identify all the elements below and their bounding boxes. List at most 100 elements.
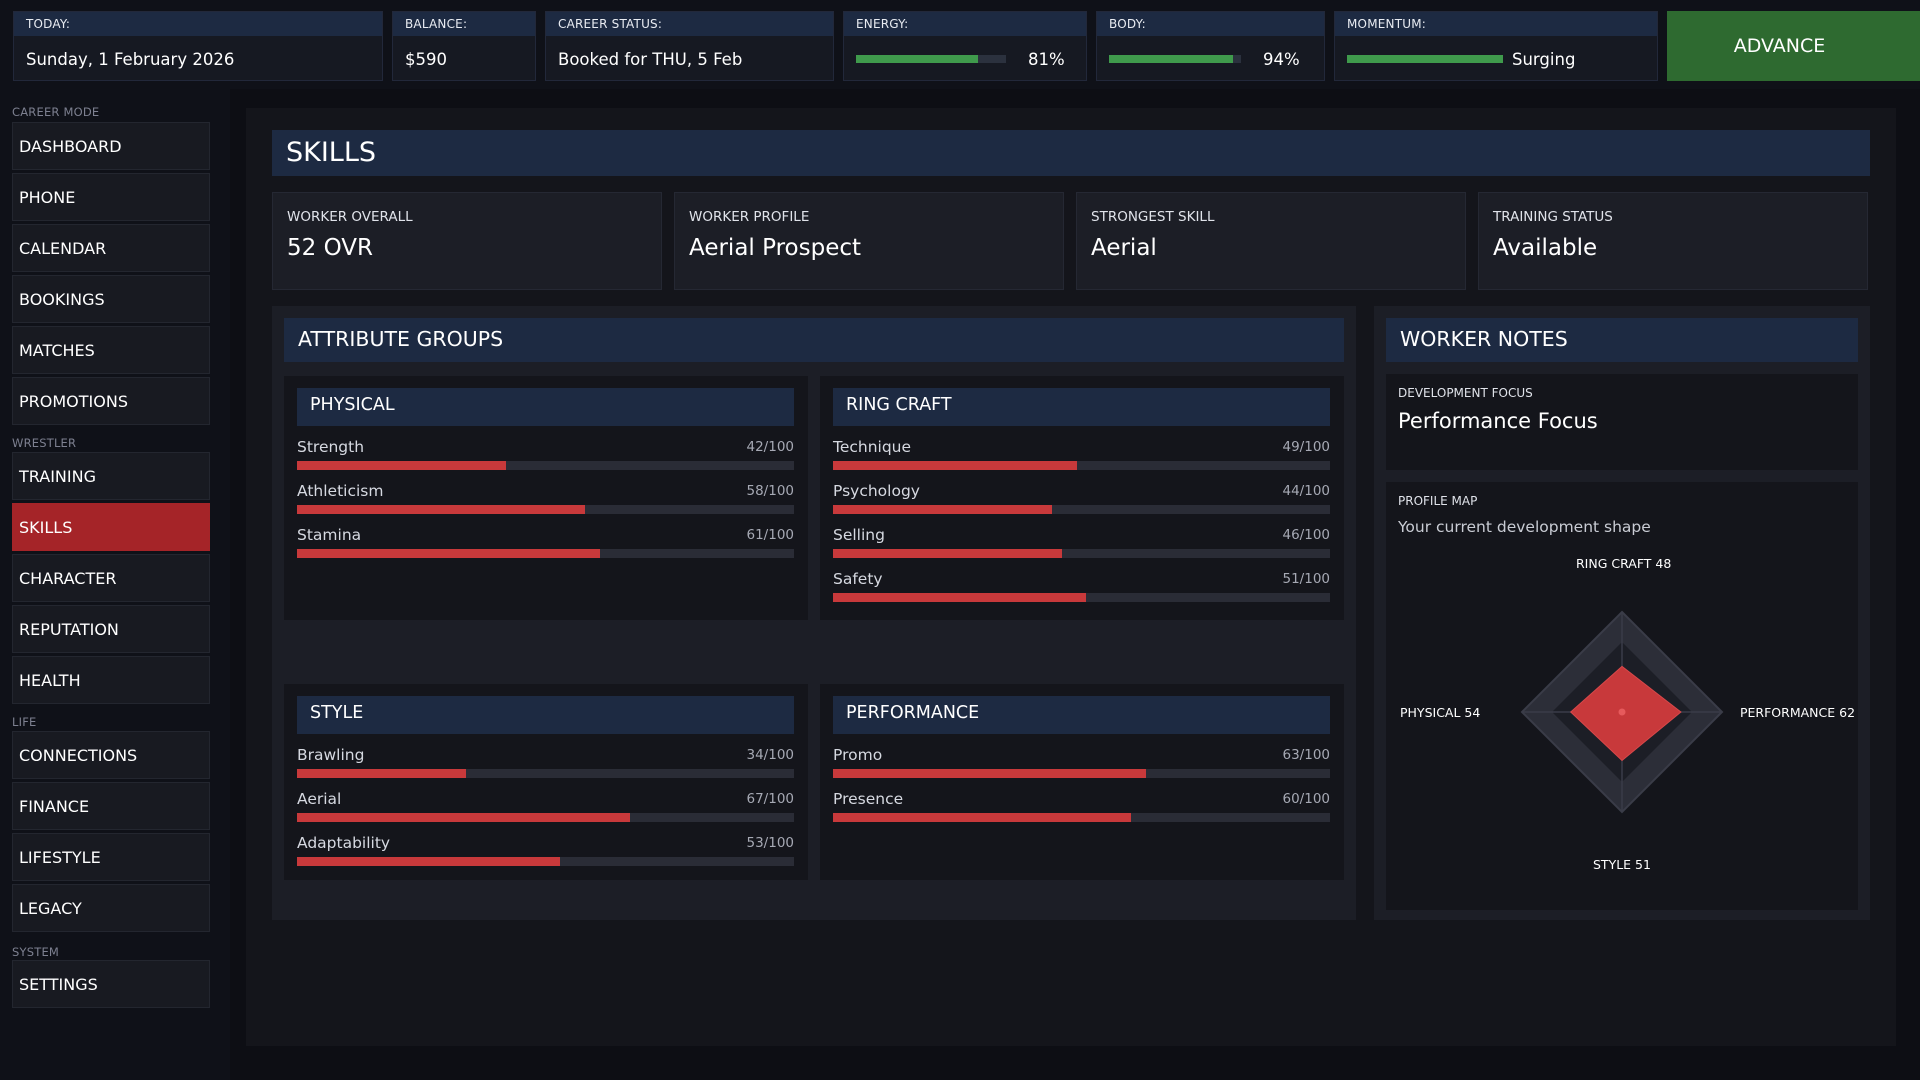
attribute-name: Aerial bbox=[297, 790, 342, 808]
section-career-mode: CAREER MODE bbox=[12, 105, 100, 119]
attribute-bar bbox=[833, 769, 1330, 778]
sidebar-item-calendar[interactable]: CALENDAR bbox=[12, 224, 210, 272]
today-label: TODAY: bbox=[14, 12, 382, 36]
attribute-value: 51/100 bbox=[1282, 571, 1331, 587]
attribute-row: Promo 63/100 bbox=[833, 746, 1330, 782]
balance-value: $590 bbox=[405, 50, 447, 69]
card-label: TRAINING STATUS bbox=[1493, 209, 1613, 225]
group-style: STYLE Brawling 34/100 Aerial 67/100 Adap… bbox=[284, 684, 808, 880]
sidebar-item-character[interactable]: CHARACTER bbox=[12, 554, 210, 602]
sidebar-item-promotions[interactable]: PROMOTIONS bbox=[12, 377, 210, 425]
attribute-bar bbox=[833, 505, 1330, 514]
attribute-name: Stamina bbox=[297, 526, 362, 544]
attribute-value: 61/100 bbox=[746, 527, 795, 543]
attribute-row: Safety 51/100 bbox=[833, 570, 1330, 606]
attribute-row: Technique 49/100 bbox=[833, 438, 1330, 474]
attribute-name: Safety bbox=[833, 570, 883, 588]
sidebar-item-settings[interactable]: SETTINGS bbox=[12, 960, 210, 1008]
group-physical: PHYSICAL Strength 42/100 Athleticism 58/… bbox=[284, 376, 808, 620]
section-life: LIFE bbox=[12, 715, 37, 729]
balance-label: BALANCE: bbox=[393, 12, 535, 36]
group-performance: PERFORMANCE Promo 63/100 Presence 60/100 bbox=[820, 684, 1344, 880]
momentum-meter-fill bbox=[1347, 55, 1503, 63]
attribute-bar bbox=[833, 461, 1330, 470]
profile-map-label: PROFILE MAP bbox=[1398, 494, 1478, 508]
body-panel: BODY: 94% bbox=[1096, 11, 1325, 81]
attribute-bar bbox=[297, 505, 794, 514]
attribute-row: Strength 42/100 bbox=[297, 438, 794, 474]
attribute-row: Athleticism 58/100 bbox=[297, 482, 794, 518]
attribute-value: 34/100 bbox=[746, 747, 795, 763]
attribute-bar-fill bbox=[833, 505, 1052, 514]
attribute-bar-fill bbox=[833, 813, 1132, 822]
card-label: STRONGEST SKILL bbox=[1091, 209, 1215, 225]
radar-label-ring-craft: RING CRAFT 48 bbox=[1576, 556, 1672, 571]
card-value: Aerial Prospect bbox=[689, 235, 862, 261]
main-content: SKILLS WORKER OVERALL 52 OVR WORKER PROF… bbox=[246, 108, 1896, 1046]
attribute-groups-title: ATTRIBUTE GROUPS bbox=[284, 318, 1344, 362]
sidebar-item-phone[interactable]: PHONE bbox=[12, 173, 210, 221]
attribute-bar-fill bbox=[297, 769, 466, 778]
sidebar-item-training[interactable]: TRAINING bbox=[12, 452, 210, 500]
top-status-bar: TODAY: Sunday, 1 February 2026 BALANCE: … bbox=[0, 0, 1920, 89]
page-title: SKILLS bbox=[272, 130, 1870, 176]
sidebar-item-legacy[interactable]: LEGACY bbox=[12, 884, 210, 932]
attribute-bar-fill bbox=[833, 769, 1147, 778]
attribute-bar bbox=[297, 461, 794, 470]
attribute-value: 42/100 bbox=[746, 439, 795, 455]
energy-meter-fill bbox=[856, 55, 978, 63]
attribute-bar-fill bbox=[297, 505, 586, 514]
energy-meter bbox=[856, 55, 1006, 63]
radar-value-shape bbox=[1569, 665, 1682, 762]
profile-map-subtitle: Your current development shape bbox=[1398, 518, 1651, 536]
sidebar-item-lifestyle[interactable]: LIFESTYLE bbox=[12, 833, 210, 881]
group-title: RING CRAFT bbox=[833, 388, 1330, 426]
today-value: Sunday, 1 February 2026 bbox=[26, 50, 235, 69]
sidebar-item-health[interactable]: HEALTH bbox=[12, 656, 210, 704]
attribute-bar bbox=[297, 857, 794, 866]
sidebar-item-reputation[interactable]: REPUTATION bbox=[12, 605, 210, 653]
attribute-bar bbox=[833, 549, 1330, 558]
sidebar-item-bookings[interactable]: BOOKINGS bbox=[12, 275, 210, 323]
sidebar-item-connections[interactable]: CONNECTIONS bbox=[12, 731, 210, 779]
attribute-row: Stamina 61/100 bbox=[297, 526, 794, 562]
card-value: 52 OVR bbox=[287, 235, 373, 261]
attribute-row: Brawling 34/100 bbox=[297, 746, 794, 782]
attribute-name: Technique bbox=[833, 438, 912, 456]
attribute-bar bbox=[833, 593, 1330, 602]
sidebar-item-skills[interactable]: SKILLS bbox=[12, 503, 210, 551]
attribute-value: 46/100 bbox=[1282, 527, 1331, 543]
body-meter-fill bbox=[1109, 55, 1234, 63]
group-ring-craft: RING CRAFT Technique 49/100 Psychology 4… bbox=[820, 376, 1344, 620]
attribute-bar-fill bbox=[297, 857, 561, 866]
attribute-name: Promo bbox=[833, 746, 883, 764]
attribute-bar-fill bbox=[833, 461, 1077, 470]
attribute-name: Athleticism bbox=[297, 482, 384, 500]
body-meter bbox=[1109, 55, 1241, 63]
attribute-name: Presence bbox=[833, 790, 904, 808]
attribute-bar-fill bbox=[833, 549, 1062, 558]
development-focus-box: DEVELOPMENT FOCUS Performance Focus bbox=[1386, 374, 1858, 470]
attribute-value: 49/100 bbox=[1282, 439, 1331, 455]
attribute-bar bbox=[297, 549, 794, 558]
advance-button[interactable]: ADVANCE bbox=[1667, 11, 1920, 81]
attribute-row: Psychology 44/100 bbox=[833, 482, 1330, 518]
attribute-row: Presence 60/100 bbox=[833, 790, 1330, 826]
energy-value: 81% bbox=[1028, 50, 1065, 69]
card-label: WORKER PROFILE bbox=[689, 209, 810, 225]
balance-panel: BALANCE: $590 bbox=[392, 11, 536, 81]
momentum-value: Surging bbox=[1512, 50, 1576, 69]
attribute-value: 63/100 bbox=[1282, 747, 1331, 763]
attribute-groups-panel: ATTRIBUTE GROUPS PHYSICAL Strength 42/10… bbox=[272, 306, 1356, 920]
group-title: PHYSICAL bbox=[297, 388, 794, 426]
card-value: Available bbox=[1493, 235, 1598, 261]
attribute-name: Adaptability bbox=[297, 834, 391, 852]
profile-map-box: PROFILE MAP Your current development sha… bbox=[1386, 482, 1858, 910]
attribute-value: 58/100 bbox=[746, 483, 795, 499]
body-label: BODY: bbox=[1097, 12, 1324, 36]
attribute-name: Psychology bbox=[833, 482, 920, 500]
sidebar-item-finance[interactable]: FINANCE bbox=[12, 782, 210, 830]
sidebar-item-dashboard[interactable]: DASHBOARD bbox=[12, 122, 210, 170]
sidebar-item-matches[interactable]: MATCHES bbox=[12, 326, 210, 374]
career-status-value: Booked for THU, 5 Feb bbox=[558, 50, 743, 69]
